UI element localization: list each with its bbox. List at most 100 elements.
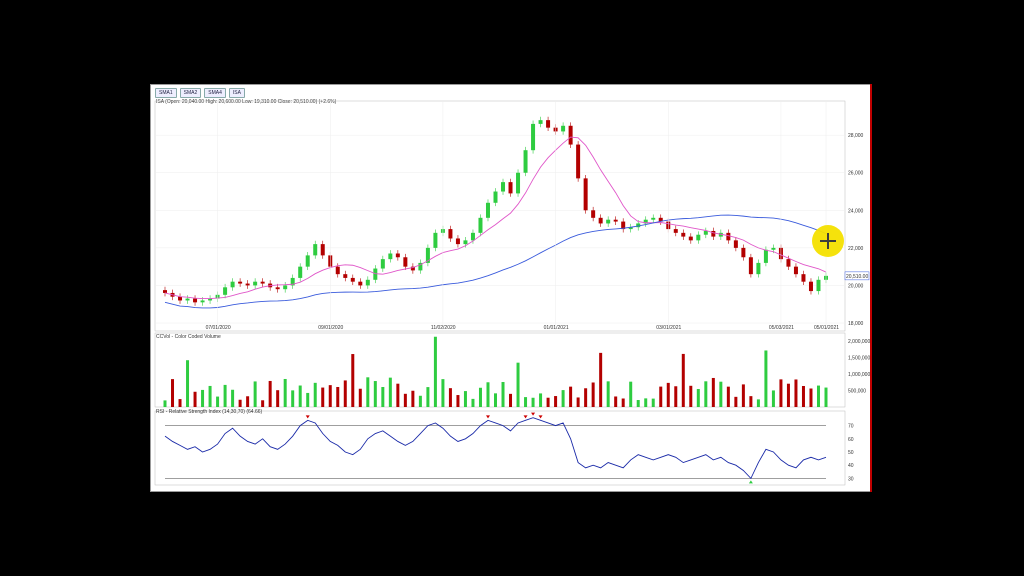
volume-bar	[606, 381, 610, 407]
volume-bar	[561, 390, 565, 407]
price-y-tick: 22,000	[848, 246, 864, 252]
volume-bar	[223, 384, 227, 407]
candle-body	[508, 182, 513, 194]
volume-bar	[546, 397, 550, 407]
volume-bar	[749, 396, 753, 407]
candle-body	[388, 253, 393, 260]
volume-bar	[178, 399, 182, 407]
candle-body	[185, 298, 190, 301]
cursor-highlight	[812, 225, 844, 257]
candle-body	[561, 125, 566, 132]
volume-bar	[433, 336, 437, 407]
volume-bar	[704, 381, 708, 407]
rsi-y-tick: 30	[848, 476, 854, 482]
volume-bar	[576, 397, 580, 407]
volume-bar	[794, 379, 798, 407]
volume-bar	[689, 385, 693, 407]
volume-bar	[779, 379, 783, 407]
volume-bar	[313, 382, 317, 407]
candle-body	[501, 182, 506, 192]
candle-body	[410, 266, 415, 271]
price-info: ISA (Open: 20,040.00 High: 20,600.00 Low…	[156, 99, 337, 105]
volume-bar	[569, 386, 573, 407]
candle-body	[448, 229, 453, 239]
last-price-label: 20,510.00	[846, 274, 868, 280]
candle-body	[771, 247, 776, 250]
volume-bar	[786, 383, 790, 407]
volume-bar	[403, 393, 407, 407]
volume-bar	[816, 385, 820, 407]
candle-body	[335, 266, 340, 275]
candle-body	[681, 232, 686, 237]
isa-button[interactable]: ISA	[228, 88, 245, 98]
price-y-tick: 28,000	[848, 133, 864, 139]
volume-bar	[636, 400, 640, 407]
candle-body	[756, 262, 761, 275]
candle-body	[320, 244, 325, 256]
sma-long-line	[164, 214, 827, 309]
sma2-button[interactable]: SMA2	[179, 88, 202, 98]
candle-body	[223, 287, 228, 295]
candle-body	[516, 172, 521, 194]
sma4-button[interactable]: SMA4	[204, 88, 226, 98]
volume-bar	[456, 395, 460, 407]
price-y-tick: 20,000	[848, 283, 864, 289]
candle-body	[350, 277, 355, 282]
volume-bar	[373, 381, 377, 407]
candle-body	[290, 277, 295, 286]
candle-body	[200, 300, 205, 303]
x-tick-label: 01/01/2021	[544, 325, 569, 331]
volume-bar	[171, 379, 175, 407]
candle-body	[591, 210, 596, 218]
rsi-line	[164, 417, 827, 480]
volume-bar	[471, 398, 475, 407]
volume-bar	[524, 397, 528, 407]
volume-bar	[681, 353, 685, 407]
x-tick-label: 03/01/2021	[656, 325, 681, 331]
volume-bar	[238, 399, 242, 407]
volume-bar	[201, 389, 205, 407]
volume-bar	[351, 354, 355, 407]
volume-bar	[531, 397, 535, 407]
candle-body	[403, 257, 408, 267]
rsi-y-tick: 40	[848, 463, 854, 469]
candle-body	[493, 191, 498, 203]
candle-body	[538, 120, 543, 124]
candle-body	[673, 229, 678, 233]
volume-bar	[486, 382, 490, 407]
candle-body	[230, 281, 235, 288]
overbought-marker	[305, 415, 310, 419]
volume-bar	[306, 392, 310, 407]
chart-window: SMA1 SMA2 SMA4 ISA ISA (Open: 20,040.00 …	[150, 84, 872, 492]
volume-bar	[726, 386, 730, 407]
volume-bar	[426, 387, 430, 407]
candle-body	[463, 240, 468, 245]
candle-body	[658, 217, 663, 222]
candle-body	[343, 274, 348, 278]
volume-bar	[448, 388, 452, 407]
candle-body	[485, 202, 490, 218]
candle-body	[696, 234, 701, 241]
candle-body	[741, 247, 746, 258]
candle-body	[583, 178, 588, 211]
volume-bar	[621, 398, 625, 407]
candle-body	[365, 279, 370, 286]
volume-bar	[591, 382, 595, 407]
candle-body	[523, 150, 528, 173]
candle-body	[808, 281, 813, 292]
volume-bar	[771, 390, 775, 407]
sma1-button[interactable]: SMA1	[155, 88, 177, 98]
volume-bar	[644, 398, 648, 407]
volume-bar	[509, 393, 513, 407]
volume-bar	[216, 396, 220, 407]
candle-body	[245, 283, 250, 286]
overbought-marker	[538, 415, 543, 419]
price-y-tick: 26,000	[848, 171, 864, 177]
x-tick-label: 11/02/2020	[431, 325, 456, 331]
rsi-y-tick: 50	[848, 450, 854, 456]
candle-body	[643, 219, 648, 224]
volume-bar	[501, 382, 505, 407]
candle-body	[576, 144, 581, 179]
volume-bar	[614, 396, 618, 407]
candle-body	[433, 232, 438, 248]
